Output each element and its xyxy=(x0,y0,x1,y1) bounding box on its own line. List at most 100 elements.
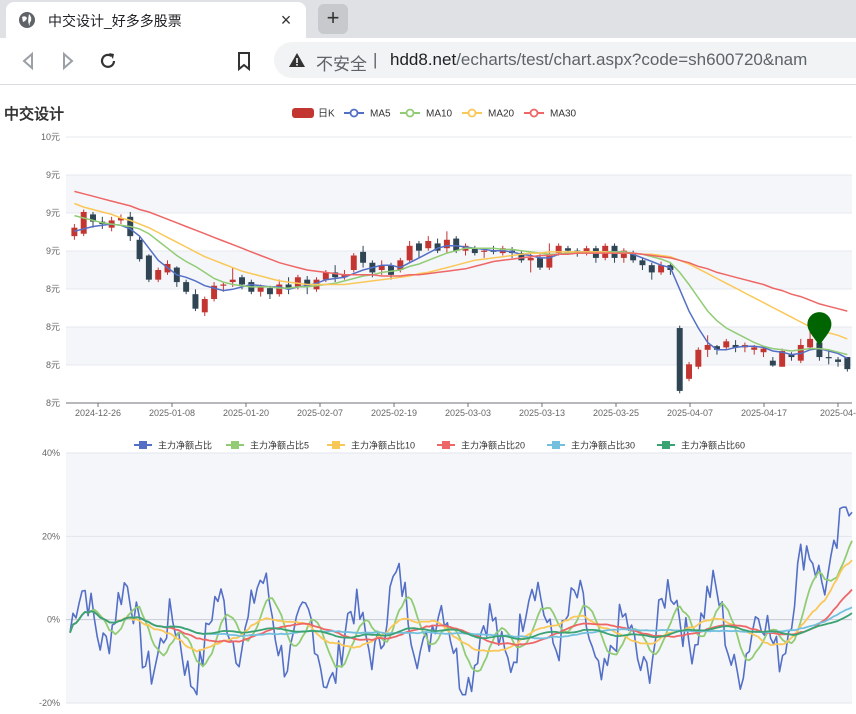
candle xyxy=(117,218,124,221)
legend-square-icon xyxy=(332,441,340,449)
url-text[interactable]: hdd8.net/echarts/test/chart.aspx?code=sh… xyxy=(390,50,807,70)
candle xyxy=(816,342,823,358)
legend-dot-icon xyxy=(405,108,415,118)
candle xyxy=(844,357,851,370)
stock-chart: 中交设计 10元 9元 9元 9元 8元 8元 8元 8元 2024-12-26 2025-01-… xyxy=(4,105,856,708)
candle xyxy=(388,265,394,275)
candle xyxy=(481,250,488,252)
ma30-line xyxy=(74,190,848,312)
candle xyxy=(257,286,264,292)
candle xyxy=(788,354,795,358)
y-tick-label: 8元 xyxy=(46,284,60,294)
url-host: hdd8.net xyxy=(390,50,457,69)
forward-icon[interactable] xyxy=(56,49,80,73)
candle xyxy=(332,272,339,278)
legend-dot-icon xyxy=(349,108,359,118)
globe-icon xyxy=(19,12,35,28)
candle xyxy=(732,344,739,348)
close-tab-icon[interactable]: × xyxy=(280,10,292,30)
candle xyxy=(220,284,227,286)
legend-label: 主力净额占比60 xyxy=(681,440,745,451)
candle xyxy=(229,279,236,283)
tab-strip: 中交设计_好多多股票 × + xyxy=(0,0,856,38)
candle xyxy=(397,260,404,270)
x-tick-label: 2025-03-13 xyxy=(519,408,565,418)
map-pin-icon xyxy=(807,312,832,347)
candle xyxy=(80,211,87,234)
legend-label: MA5 xyxy=(370,109,391,120)
x-tick-label: 2025-04- xyxy=(820,408,856,418)
candle xyxy=(630,253,637,261)
x-tick-label: 2025-03-25 xyxy=(593,408,639,418)
candle xyxy=(769,360,776,366)
candle xyxy=(378,265,385,270)
candle xyxy=(304,279,311,287)
ma20-line xyxy=(74,202,848,340)
legend-square-icon xyxy=(552,441,560,449)
candle xyxy=(620,250,627,258)
browser-toolbar: 不安全 | hdd8.net/echarts/test/chart.aspx?c… xyxy=(0,38,856,85)
legend-square-icon xyxy=(231,441,239,449)
candle xyxy=(564,248,571,251)
candle xyxy=(648,265,655,273)
candle xyxy=(639,260,646,266)
candle xyxy=(676,328,683,391)
legend-dot-icon xyxy=(529,108,539,118)
ma5-line xyxy=(74,223,848,359)
x-tick-label: 2025-02-07 xyxy=(297,408,343,418)
legend-label: 主力净额占比5 xyxy=(250,440,309,451)
candle xyxy=(266,288,273,295)
x-tick-label: 2025-01-20 xyxy=(223,408,269,418)
reload-icon[interactable] xyxy=(96,49,120,73)
url-separator: | xyxy=(373,50,378,69)
legend-kline-icon xyxy=(292,108,314,118)
back-icon[interactable] xyxy=(16,49,40,73)
x-tick-label: 2025-04-17 xyxy=(741,408,787,418)
grid-band xyxy=(66,175,852,213)
candle xyxy=(443,239,450,249)
candle xyxy=(192,294,199,309)
y-tick-label: 8元 xyxy=(46,360,60,370)
candle xyxy=(704,344,711,350)
candle xyxy=(471,248,478,254)
legend-square-icon xyxy=(442,441,450,449)
candle xyxy=(555,245,562,254)
candle xyxy=(686,364,693,379)
candle xyxy=(434,243,441,251)
candle xyxy=(546,254,553,268)
x-tick-label: 2025-04-07 xyxy=(667,408,713,418)
candle xyxy=(807,338,814,348)
legend-label: MA10 xyxy=(426,109,453,120)
candle xyxy=(518,253,525,261)
flow-series-line xyxy=(69,588,853,647)
new-tab-button[interactable]: + xyxy=(318,4,348,34)
legend-label: 主力净额占比30 xyxy=(571,440,635,451)
y-tick-label: -20% xyxy=(39,698,60,708)
candle xyxy=(294,277,301,287)
candle xyxy=(695,349,702,367)
url-path: /echarts/test/chart.aspx?code=sh600720&n… xyxy=(456,50,808,69)
kline-panel: 10元 9元 9元 9元 8元 8元 8元 8元 2024-12-26 2025-01-08 202… xyxy=(41,108,856,418)
bookmark-icon[interactable] xyxy=(232,49,256,73)
candle xyxy=(239,277,245,285)
x-tick-label: 2025-03-03 xyxy=(445,408,491,418)
candle xyxy=(658,265,665,273)
address-bar[interactable]: 不安全 | hdd8.net/echarts/test/chart.aspx?c… xyxy=(274,42,856,78)
legend-label: 日K xyxy=(318,109,335,120)
candle xyxy=(71,227,78,237)
candle xyxy=(90,214,96,222)
candle xyxy=(350,255,357,270)
candle xyxy=(751,347,758,350)
candle xyxy=(276,284,283,295)
x-tick-label: 2025-01-08 xyxy=(149,408,195,418)
y-tick-label: 9元 xyxy=(46,208,60,218)
candle xyxy=(155,270,162,280)
flow-series-line xyxy=(69,610,853,640)
candle xyxy=(453,238,460,251)
legend-square-icon xyxy=(139,441,147,449)
candle xyxy=(145,255,152,280)
x-tick-label: 2025-02-19 xyxy=(371,408,417,418)
candle xyxy=(779,351,786,367)
active-tab[interactable]: 中交设计_好多多股票 × xyxy=(6,2,306,38)
y-tick-label: 40% xyxy=(42,448,60,458)
